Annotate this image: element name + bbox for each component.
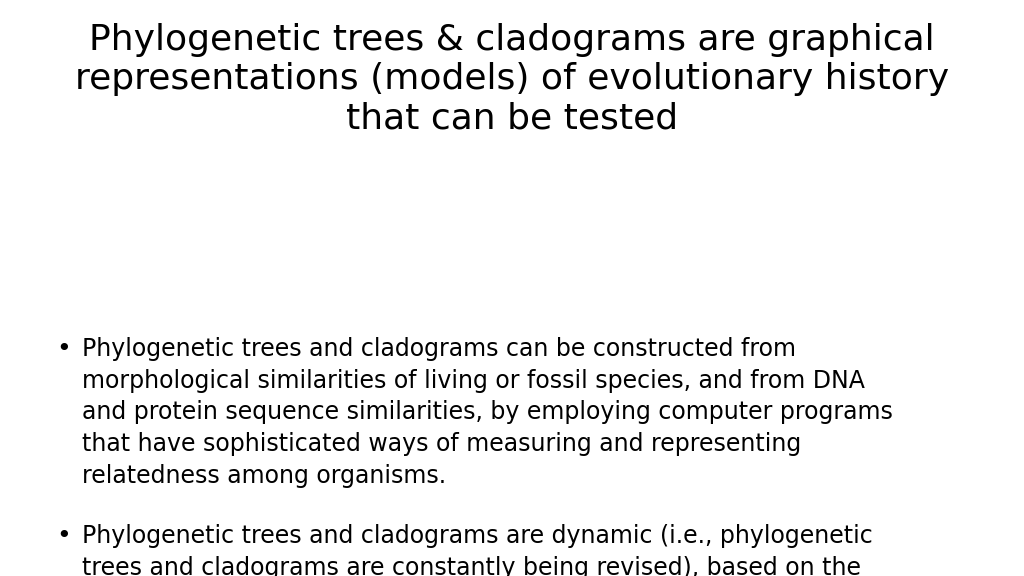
Text: Phylogenetic trees and cladograms are dynamic (i.e., phylogenetic: Phylogenetic trees and cladograms are dy…: [82, 524, 872, 548]
Text: that can be tested: that can be tested: [346, 101, 678, 135]
Text: relatedness among organisms.: relatedness among organisms.: [82, 464, 446, 488]
Text: trees and cladograms are constantly being revised), based on the: trees and cladograms are constantly bein…: [82, 556, 861, 576]
Text: that have sophisticated ways of measuring and representing: that have sophisticated ways of measurin…: [82, 432, 801, 456]
Text: Phylogenetic trees & cladograms are graphical: Phylogenetic trees & cladograms are grap…: [89, 23, 935, 57]
Text: •: •: [56, 337, 71, 361]
Text: representations (models) of evolutionary history: representations (models) of evolutionary…: [75, 62, 949, 96]
Text: Phylogenetic trees and cladograms can be constructed from: Phylogenetic trees and cladograms can be…: [82, 337, 796, 361]
Text: and protein sequence similarities, by employing computer programs: and protein sequence similarities, by em…: [82, 400, 893, 425]
Text: •: •: [56, 524, 71, 548]
Text: morphological similarities of living or fossil species, and from DNA: morphological similarities of living or …: [82, 369, 865, 393]
